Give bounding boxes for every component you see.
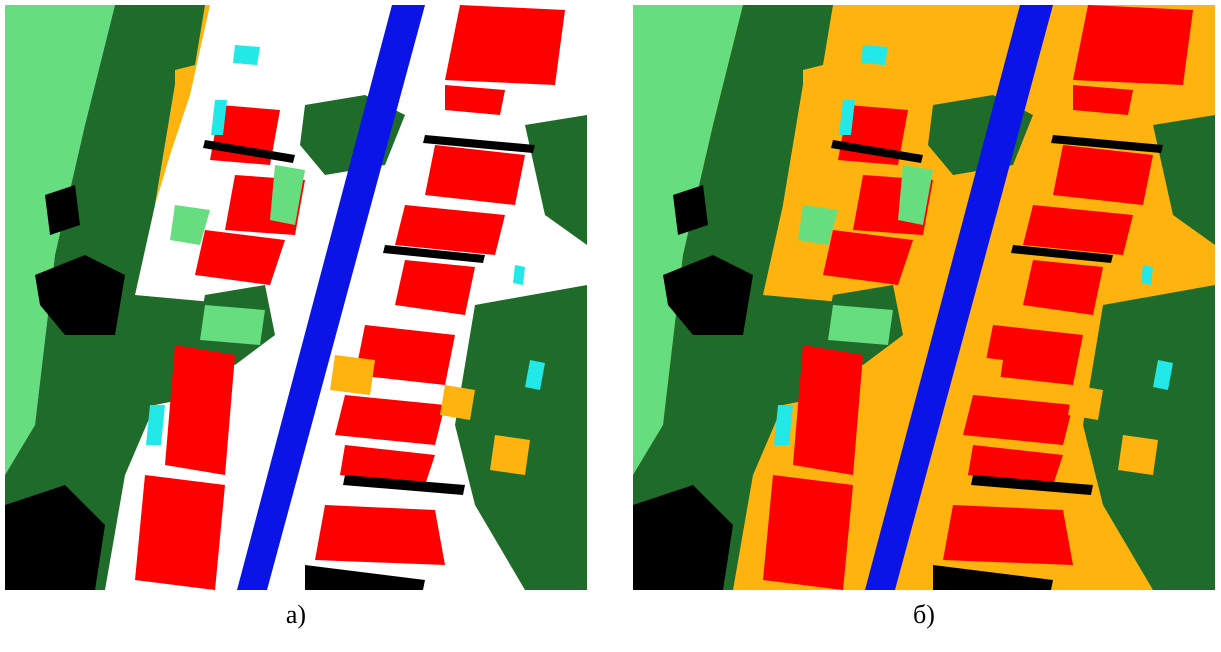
caption: б)	[874, 600, 974, 630]
caption: а)	[246, 600, 346, 630]
page: а) б)	[0, 0, 1221, 652]
segmentation-map-b	[633, 5, 1215, 590]
segmentation-map-a	[5, 5, 587, 590]
figure-panels	[0, 0, 1221, 600]
